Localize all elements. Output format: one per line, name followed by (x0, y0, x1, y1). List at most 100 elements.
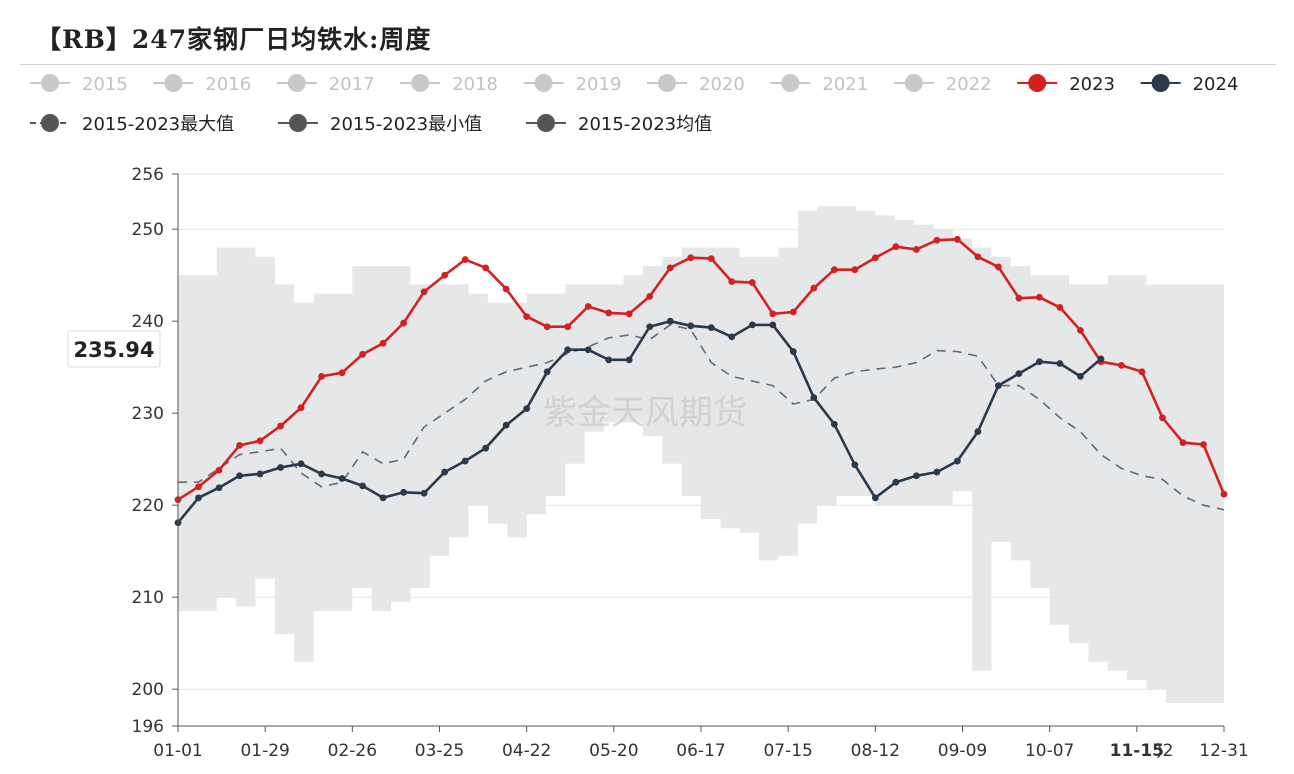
legend-dot-icon (41, 74, 59, 92)
legend-item-2020[interactable]: 2020 (647, 74, 745, 95)
data-point (646, 323, 654, 331)
data-point (1077, 373, 1084, 380)
series-2024 (174, 317, 1105, 527)
data-point (523, 405, 531, 412)
x-tick-label: 12-31 (1199, 741, 1248, 761)
data-point (892, 243, 900, 251)
data-point (707, 324, 715, 332)
data-point (461, 457, 469, 465)
data-point (1056, 304, 1064, 311)
legend-label: 2015-2023最大值 (82, 114, 234, 135)
series-2015-2023均值 (178, 324, 1225, 511)
data-point (789, 348, 797, 355)
x-tick-label: 09-09 (938, 741, 987, 761)
data-point (1056, 360, 1064, 367)
data-point (953, 235, 961, 243)
legend-item-2015-2023最大值[interactable]: 2015-2023最大值 (30, 114, 234, 135)
data-point (974, 428, 982, 435)
data-point (502, 421, 510, 429)
data-point (1015, 294, 1023, 302)
data-point (441, 468, 449, 476)
legend-dot-icon (41, 114, 59, 132)
legend-item-2018[interactable]: 2018 (400, 74, 498, 95)
data-point (974, 253, 982, 261)
data-point (769, 321, 777, 329)
watermark-text: 紫金天风期货 (543, 393, 747, 433)
data-point (359, 482, 366, 490)
data-point (318, 470, 325, 478)
data-point (420, 288, 428, 296)
data-point (605, 309, 613, 317)
data-point (359, 350, 366, 358)
data-point (400, 319, 408, 327)
legend-dot-icon (658, 74, 676, 92)
legend-label: 2022 (946, 74, 992, 95)
series-2023 (174, 235, 1228, 504)
y-tick-label: 196 (132, 717, 164, 737)
data-point (420, 489, 428, 497)
data-point (1036, 358, 1043, 366)
legend-label: 2016 (205, 74, 251, 95)
data-point (1036, 293, 1043, 301)
data-point (769, 310, 777, 318)
data-point (871, 494, 879, 502)
legend-item-2015-2023均值[interactable]: 2015-2023均值 (526, 114, 712, 135)
legend-item-2017[interactable]: 2017 (276, 74, 375, 95)
x-tick-label: 01-01 (153, 741, 202, 761)
data-point (851, 266, 859, 274)
legend-item-2024[interactable]: 2024 (1140, 74, 1239, 95)
legend-label: 2020 (699, 74, 745, 95)
legend-item-2016[interactable]: 2016 (153, 74, 251, 95)
legend-label: 2017 (329, 74, 375, 95)
data-point (933, 236, 941, 244)
chart-title: 【RB】247家钢厂日均铁水:周度 (36, 25, 432, 54)
data-point (830, 266, 838, 274)
legend-label: 2015-2023均值 (578, 114, 712, 135)
data-point (584, 346, 592, 354)
data-point (810, 394, 818, 401)
data-point (789, 308, 797, 316)
data-point (502, 285, 510, 293)
data-point (1015, 370, 1023, 378)
data-point (994, 382, 1002, 389)
data-point (851, 461, 859, 469)
data-point (338, 369, 346, 377)
legend-item-2015[interactable]: 2015 (30, 74, 128, 95)
legend-dot-icon (534, 74, 553, 92)
legend-label: 2024 (1193, 74, 1239, 95)
legend-item-2021[interactable]: 2021 (770, 74, 868, 95)
legend-item-2022[interactable]: 2022 (893, 74, 992, 95)
x-tick-label-partial: )2 (1156, 741, 1173, 761)
legend-dot-icon (781, 74, 800, 92)
data-point (441, 271, 449, 279)
data-point (1138, 368, 1146, 376)
legend-item-2019[interactable]: 2019 (523, 74, 622, 95)
data-point (236, 472, 243, 480)
y-tick-label: 220 (132, 496, 164, 516)
legend-label: 2021 (822, 74, 868, 95)
chart-legend: 2015 2016 2017 2018 2019 2020 2021 2022 2023 2024… (30, 74, 1238, 135)
data-point (687, 322, 695, 330)
data-point (953, 457, 961, 465)
data-point (379, 494, 387, 502)
legend-dot-icon (904, 74, 923, 92)
legend-label: 2019 (576, 74, 622, 95)
legend-item-2023[interactable]: 2023 (1017, 74, 1115, 95)
data-point (912, 246, 920, 253)
y-tick-label: 240 (132, 312, 164, 332)
legend-item-2015-2023最小值[interactable]: 2015-2023最小值 (278, 114, 482, 135)
legend-label: 2015 (82, 74, 128, 95)
data-point (318, 373, 325, 380)
title-divider (20, 64, 1276, 65)
data-point (707, 255, 715, 263)
legend-dot-icon (1028, 74, 1047, 92)
data-point (543, 323, 551, 331)
data-point (379, 339, 387, 347)
legend-dot-icon (537, 114, 555, 132)
y-pointer-tooltip: 235.94 (67, 330, 161, 368)
legend-label: 2018 (452, 74, 498, 95)
data-point (625, 356, 633, 364)
y-tick-label: 200 (132, 680, 164, 700)
data-point (625, 310, 633, 318)
data-point (256, 470, 264, 478)
